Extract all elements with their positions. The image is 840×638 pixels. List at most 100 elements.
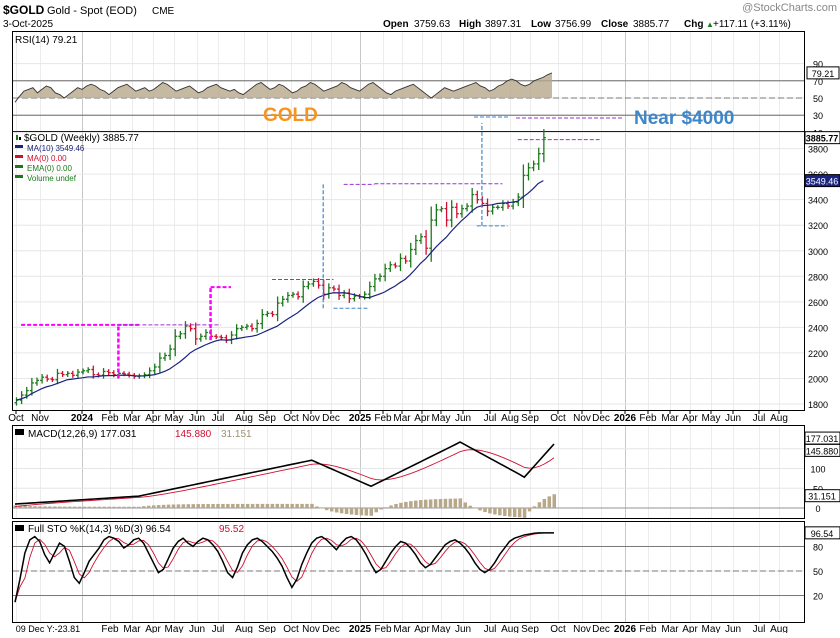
x-tick-label: Oct <box>550 413 566 424</box>
ma10-line <box>16 181 543 401</box>
svg-text:+117.11 (+3.11%): +117.11 (+3.11%) <box>713 19 791 30</box>
y-tick-label: 50 <box>813 567 823 577</box>
price-bar <box>491 204 495 215</box>
x-tick-label: Jul <box>753 413 766 424</box>
macd-hist-bar <box>177 504 181 508</box>
svg-text:Low: Low <box>531 19 551 30</box>
price-bar <box>521 165 525 209</box>
bottom-x-label: 09 Dec Y:-23.81 <box>16 624 80 633</box>
macd-hist-bar <box>290 504 294 508</box>
price-bar <box>255 320 259 333</box>
y-tick-label: 3400 <box>808 196 828 206</box>
macd-hist-bar <box>345 508 349 514</box>
price-bar <box>527 163 531 181</box>
price-bar <box>148 367 152 378</box>
x-tick-label: Feb <box>374 413 392 424</box>
macd-panel: MACD(12,26,9) 177.031 145.880 31.151 050… <box>13 429 840 518</box>
bottom-x-label: Jun <box>725 624 741 633</box>
y-tick-label: 3800 <box>808 145 828 155</box>
macd-hist-bar <box>548 496 552 508</box>
macd-hist-bar <box>365 508 369 516</box>
x-tick-label: Jul <box>212 413 225 424</box>
macd-hist-bar <box>201 504 205 508</box>
macd-hist-bar <box>454 499 458 508</box>
near-4000-annotation: Near $4000 <box>634 108 734 129</box>
price-bar <box>378 273 382 281</box>
price-legend-title: $GOLD (Weekly) 3885.77 <box>24 133 139 144</box>
bottom-x-label: Sep <box>258 624 276 633</box>
x-tick-label: Feb <box>101 413 119 424</box>
svg-text:3756.99: 3756.99 <box>555 19 592 30</box>
bottom-x-label: May <box>165 624 184 633</box>
price-bar <box>486 199 490 217</box>
macd-hist-bar <box>63 507 66 508</box>
x-tick-label: Sep <box>258 413 276 424</box>
price-bar <box>445 202 449 227</box>
macd-hist-bar <box>68 507 72 508</box>
price-bar <box>347 289 351 303</box>
price-bar <box>296 291 300 299</box>
macd-hist-bar <box>182 504 186 508</box>
macd-hist-bar <box>73 507 77 508</box>
macd-hist-bar <box>206 504 210 508</box>
macd-hist-bar <box>483 508 487 512</box>
bottom-x-label: Nov <box>573 624 591 633</box>
macd-hist-bar <box>93 507 97 508</box>
price-bar <box>112 370 116 377</box>
y-tick-label: 2600 <box>808 298 828 308</box>
price-bar <box>414 235 418 255</box>
x-tick-label: 2024 <box>71 413 94 424</box>
macd-hist-bar <box>137 507 141 508</box>
price-bar <box>230 331 234 344</box>
x-tick-label: Feb <box>639 413 657 424</box>
rsi-overbought-fill <box>15 73 552 98</box>
macd-hist-bar <box>478 508 482 510</box>
macd-hist-bar <box>132 507 136 508</box>
macd-hist-bar <box>226 504 230 508</box>
x-tick-label: Nov <box>31 413 49 424</box>
price-bar <box>465 203 469 211</box>
price-bar <box>388 261 392 272</box>
bottom-x-label: Aug <box>235 624 253 633</box>
bottom-x-label: Dec <box>592 624 610 633</box>
macd-last-value: 145.880 <box>806 446 839 456</box>
macd-hist-bar <box>162 505 166 508</box>
macd-last-value: 31.151 <box>808 492 836 502</box>
price-bar <box>214 334 218 339</box>
price-bar <box>158 352 162 372</box>
macd-hist-bar <box>498 508 502 515</box>
gold-annotation: GOLD <box>263 105 318 126</box>
macd-hist-bar <box>53 507 57 508</box>
svg-text:3897.31: 3897.31 <box>485 19 522 30</box>
bottom-x-label: 2026 <box>614 624 637 633</box>
macd-hist-bar <box>38 506 42 508</box>
macd-hist-bar <box>231 504 235 508</box>
macd-hist-bar <box>379 508 383 509</box>
macd-hist-bar <box>246 504 250 508</box>
x-tick-label: Jun <box>189 413 205 424</box>
price-bar <box>281 296 285 307</box>
macd-hist-bar <box>266 504 270 508</box>
bottom-x-label: Feb <box>639 624 657 633</box>
macd-hist-bar <box>325 508 329 510</box>
macd-hist-bar <box>360 508 364 515</box>
y-tick-label: 3200 <box>808 221 828 231</box>
price-bar <box>342 290 346 298</box>
price-bar <box>475 191 479 204</box>
price-bar <box>327 283 331 298</box>
macd-hist-bar <box>355 508 359 515</box>
price-bar <box>50 377 54 382</box>
price-bar <box>450 200 454 227</box>
y-tick-label: 1800 <box>808 400 828 410</box>
sto-legend-main: Full STO %K(14,3) %D(3) 96.54 <box>28 524 171 535</box>
bottom-x-label: Dec <box>322 624 340 633</box>
bottom-x-label: Mar <box>123 624 141 633</box>
bottom-x-label: Oct <box>550 624 566 633</box>
macd-hist-bar <box>320 508 324 509</box>
bottom-x-label: Aug <box>501 624 519 633</box>
price-legend-ema0: EMA(0) 0.00 <box>27 164 72 173</box>
price-bar <box>532 161 536 172</box>
x-tick-label: Jun <box>455 413 471 424</box>
price-bar <box>542 129 546 162</box>
price-bar <box>265 311 269 317</box>
